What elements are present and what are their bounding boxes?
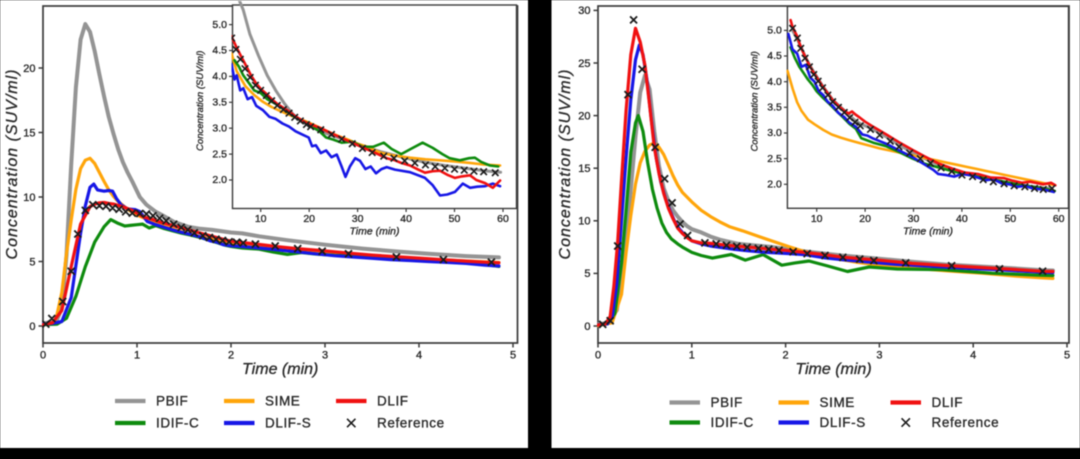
svg-text:Time (min): Time (min) xyxy=(349,226,399,238)
svg-text:30: 30 xyxy=(352,213,364,225)
svg-text:20: 20 xyxy=(578,110,590,122)
svg-text:30: 30 xyxy=(908,213,920,225)
svg-text:2: 2 xyxy=(228,350,234,362)
svg-text:DLIF-S: DLIF-S xyxy=(820,415,866,430)
svg-text:Concentration (SUV/ml): Concentration (SUV/ml) xyxy=(195,51,206,151)
svg-text:50: 50 xyxy=(1004,213,1016,225)
svg-text:Time (min): Time (min) xyxy=(242,361,318,378)
svg-text:10: 10 xyxy=(578,216,590,228)
svg-text:4.0: 4.0 xyxy=(212,71,227,83)
svg-text:10: 10 xyxy=(811,213,823,225)
svg-text:5.0: 5.0 xyxy=(767,25,782,37)
svg-text:0: 0 xyxy=(584,321,590,333)
svg-text:Reference: Reference xyxy=(932,415,1000,430)
svg-text:3.5: 3.5 xyxy=(767,102,782,114)
svg-text:PBIF: PBIF xyxy=(711,395,743,410)
svg-text:15: 15 xyxy=(23,127,35,139)
svg-text:1: 1 xyxy=(134,350,140,362)
svg-text:20: 20 xyxy=(859,213,871,225)
svg-text:10: 10 xyxy=(23,192,35,204)
svg-text:Time (min): Time (min) xyxy=(903,225,953,237)
svg-text:10: 10 xyxy=(255,213,267,225)
svg-text:0: 0 xyxy=(29,321,35,333)
svg-text:Concentration (SUV/ml): Concentration (SUV/ml) xyxy=(4,69,21,260)
svg-text:DLIF: DLIF xyxy=(377,394,409,409)
svg-text:2: 2 xyxy=(783,350,789,362)
svg-text:IDIF-C: IDIF-C xyxy=(711,415,754,430)
svg-text:50: 50 xyxy=(449,213,461,225)
svg-text:5: 5 xyxy=(584,268,590,280)
svg-text:2.5: 2.5 xyxy=(767,153,782,165)
svg-text:3: 3 xyxy=(322,350,328,362)
svg-text:4.5: 4.5 xyxy=(767,50,782,62)
svg-text:4: 4 xyxy=(416,350,422,362)
svg-text:SIME: SIME xyxy=(820,395,855,410)
svg-text:DLIF-S: DLIF-S xyxy=(265,416,311,431)
svg-text:40: 40 xyxy=(400,213,412,225)
svg-text:30: 30 xyxy=(578,5,590,17)
svg-text:0: 0 xyxy=(595,350,601,362)
svg-text:Concentration (SUV/ml): Concentration (SUV/ml) xyxy=(750,51,761,151)
svg-text:4.5: 4.5 xyxy=(212,45,227,57)
svg-text:40: 40 xyxy=(956,213,968,225)
svg-text:60: 60 xyxy=(497,213,509,225)
svg-text:Reference: Reference xyxy=(377,416,445,431)
svg-text:PBIF: PBIF xyxy=(156,394,188,409)
svg-text:2.5: 2.5 xyxy=(212,148,227,160)
svg-text:3.0: 3.0 xyxy=(212,122,227,134)
svg-text:15: 15 xyxy=(578,163,590,175)
svg-text:25: 25 xyxy=(578,58,590,70)
svg-text:3.5: 3.5 xyxy=(212,97,227,109)
svg-text:4.0: 4.0 xyxy=(767,76,782,88)
svg-text:0: 0 xyxy=(40,350,46,362)
svg-text:3: 3 xyxy=(876,350,882,362)
svg-text:DLIF: DLIF xyxy=(932,395,964,410)
svg-text:5: 5 xyxy=(1064,350,1070,362)
svg-text:IDIF-C: IDIF-C xyxy=(156,416,199,431)
svg-text:2.0: 2.0 xyxy=(212,174,227,186)
svg-text:2.0: 2.0 xyxy=(767,179,782,191)
svg-text:Time (min): Time (min) xyxy=(795,361,871,378)
svg-text:5: 5 xyxy=(510,350,516,362)
svg-text:60: 60 xyxy=(1053,213,1065,225)
svg-text:5: 5 xyxy=(29,256,35,268)
svg-text:3.0: 3.0 xyxy=(767,127,782,139)
svg-text:Concentration (SUV/ml): Concentration (SUV/ml) xyxy=(557,69,574,260)
svg-text:20: 20 xyxy=(23,63,35,75)
svg-text:1: 1 xyxy=(689,350,695,362)
svg-text:5.0: 5.0 xyxy=(212,19,227,31)
svg-text:20: 20 xyxy=(303,213,315,225)
svg-text:SIME: SIME xyxy=(265,394,300,409)
svg-text:4: 4 xyxy=(970,350,976,362)
